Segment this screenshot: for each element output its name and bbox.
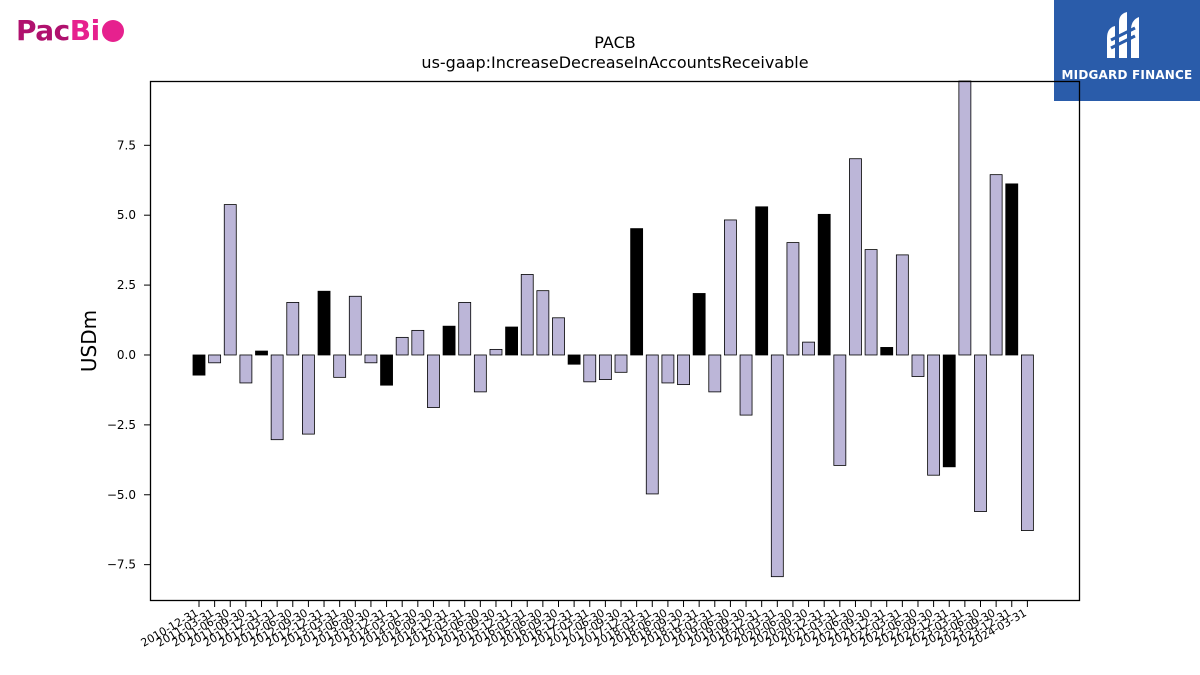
- bar-2014-03-31: [395, 336, 409, 356]
- bar-2017-12-31: [630, 228, 644, 356]
- bar-2024-03-31: [1020, 354, 1034, 531]
- bar-2014-12-31: [442, 325, 456, 356]
- pacbio-logo-text-a: Pac: [16, 13, 70, 47]
- bar-2017-09-30: [614, 354, 628, 373]
- bar-2023-03-31: [958, 80, 972, 356]
- bar-2016-06-30: [536, 290, 550, 356]
- bar-2018-12-31: [692, 293, 706, 356]
- bar-2021-12-31: [880, 347, 894, 356]
- bar-2020-06-30: [786, 242, 800, 356]
- bar-2023-09-30: [989, 174, 1003, 356]
- bar-2019-09-30: [739, 354, 753, 416]
- bar-2013-12-31: [380, 354, 393, 386]
- bar-2022-12-31: [942, 354, 956, 468]
- y-tick-label: 0.0: [117, 348, 136, 362]
- y-tick-label: −7.5: [107, 558, 136, 572]
- plot-frame: [149, 80, 1081, 602]
- bar-2016-03-31: [520, 274, 534, 356]
- bar-2022-03-31: [895, 254, 909, 356]
- bar-2012-03-31: [270, 354, 284, 441]
- bar-2019-03-31: [708, 354, 722, 393]
- bar-2020-12-31: [817, 213, 831, 356]
- bar-2018-06-30: [661, 354, 675, 384]
- bar-2021-03-31: [833, 354, 847, 466]
- midgard-emblem-icon: [1107, 12, 1139, 58]
- bar-2015-12-31: [505, 326, 519, 356]
- bar-2010-12-31: [192, 354, 206, 376]
- chart-subtitle: us-gaap:IncreaseDecreaseInAccountsReceiv…: [421, 53, 808, 72]
- bar-2023-12-31: [1005, 183, 1019, 356]
- pacbio-logo: Pac Bi: [16, 10, 124, 50]
- bar-2015-09-30: [489, 348, 503, 356]
- bar-2013-06-30: [348, 295, 362, 356]
- pacbio-logo-text-b: Bi: [69, 13, 100, 47]
- midgard-logo-text: MIDGARD FINANCE: [1061, 68, 1193, 82]
- x-axis: 2010-12-312011-03-312011-06-302011-09-30…: [139, 601, 1029, 650]
- y-tick-label: 5.0: [117, 208, 136, 222]
- y-axis-label: USDm: [77, 310, 101, 372]
- bar-2015-03-31: [458, 302, 472, 356]
- bar-2021-09-30: [864, 249, 878, 356]
- bar-2022-09-30: [927, 354, 941, 476]
- bar-2019-06-30: [724, 219, 737, 356]
- bar-2021-06-30: [849, 158, 862, 356]
- bar-2016-09-30: [552, 317, 565, 356]
- bar-2016-12-31: [567, 354, 581, 365]
- bar-2017-06-30: [598, 354, 612, 380]
- bar-2015-06-30: [473, 354, 487, 393]
- bar-2017-03-31: [583, 354, 597, 383]
- bar-2020-09-30: [802, 341, 815, 356]
- bar-2011-09-30: [239, 354, 253, 384]
- y-axis: −7.5 −5.0 −2.5 0.0 2.5 5.0 7.5: [107, 138, 150, 572]
- bar-2011-03-31: [208, 354, 222, 364]
- bar-2012-09-30: [302, 354, 315, 435]
- pacbio-logo-dot-icon: [101, 20, 124, 42]
- bar-2018-03-31: [645, 354, 659, 495]
- bar-2019-12-31: [755, 206, 769, 356]
- bar-2014-09-30: [427, 354, 440, 408]
- bar-2023-06-30: [974, 354, 987, 512]
- chart-title: PACB: [594, 33, 635, 52]
- bars-group: [192, 80, 1034, 578]
- bar-2013-09-30: [364, 354, 378, 364]
- bar-2011-06-30: [223, 204, 237, 356]
- bar-2014-06-30: [411, 329, 425, 356]
- bar-2012-12-31: [317, 290, 331, 356]
- y-tick-label: −5.0: [107, 488, 136, 502]
- bar-2013-03-31: [333, 354, 347, 378]
- y-tick-label: 7.5: [117, 138, 136, 152]
- bar-2012-06-30: [286, 302, 300, 356]
- bar-2020-03-31: [770, 354, 784, 578]
- y-tick-label: 2.5: [117, 278, 136, 292]
- bar-2018-09-30: [677, 354, 690, 386]
- bar-2011-12-31: [255, 350, 268, 356]
- midgard-finance-logo: MIDGARD FINANCE: [1054, 0, 1200, 101]
- y-tick-label: −2.5: [107, 418, 136, 432]
- bar-2022-06-30: [911, 354, 925, 377]
